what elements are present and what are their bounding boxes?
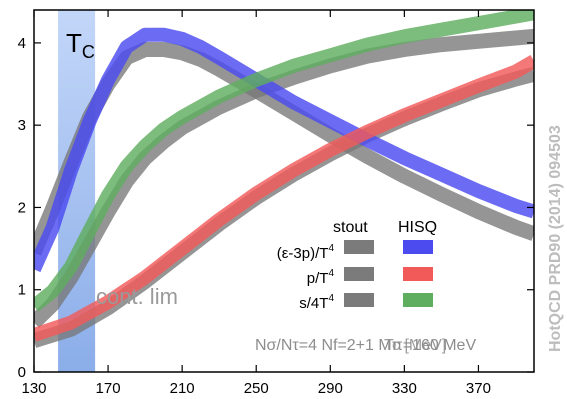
legend-label-interaction-measure: (ε-3p)/T4	[277, 243, 335, 262]
legend-swatch-stout-entropy	[344, 293, 374, 307]
curve-bands	[34, 10, 534, 348]
legend-swatch-hisq-entropy	[403, 293, 433, 307]
legend-swatch-stout-pressure	[344, 267, 374, 281]
legend: stout HISQ (ε-3p)/T4 p/T4 s/4T4	[277, 219, 437, 312]
hisq-band-entropy	[34, 10, 534, 312]
cont-lim-label: cont. lim	[96, 284, 178, 309]
y-tick-label: 1	[18, 282, 26, 299]
legend-header-stout: stout	[333, 219, 368, 236]
y-axis-ticks: 0 1 2 3 4	[18, 35, 534, 381]
x-tick-label: 370	[466, 380, 491, 397]
y-tick-label: 3	[18, 117, 26, 134]
legend-swatch-hisq-interaction-measure	[403, 240, 433, 254]
y-tick-label: 0	[18, 364, 26, 381]
legend-label-entropy: s/4T4	[299, 293, 334, 312]
x-tick-label: 250	[244, 380, 269, 397]
legend-swatch-hisq-pressure	[403, 267, 433, 281]
y-tick-label: 4	[18, 35, 26, 52]
watermark: HotQCD PRD90 (2014) 094503	[547, 125, 564, 352]
hisq-band-interaction-measure	[34, 27, 534, 273]
legend-swatch-stout-interaction-measure	[344, 240, 374, 254]
x-tick-label: 170	[96, 380, 121, 397]
x-axis-ticks: 130 170 210 250 290 330 370	[21, 10, 491, 397]
legend-label-pressure: p/T4	[307, 268, 335, 287]
x-tick-label: 210	[170, 380, 195, 397]
plot-frame	[33, 9, 535, 373]
simulation-params-overlay: Tc [MeV]	[384, 337, 446, 354]
y-tick-label: 2	[18, 199, 26, 216]
legend-header-hisq: HISQ	[398, 219, 437, 236]
hisq-band-pressure	[34, 54, 534, 342]
x-tick-label: 130	[21, 380, 46, 397]
x-tick-label: 330	[392, 380, 417, 397]
simulation-params: Nσ/Nτ=4 Nf=2+1 Mπ=160 MeV	[255, 337, 476, 354]
tc-label: TC	[66, 28, 95, 62]
x-tick-label: 290	[318, 380, 343, 397]
